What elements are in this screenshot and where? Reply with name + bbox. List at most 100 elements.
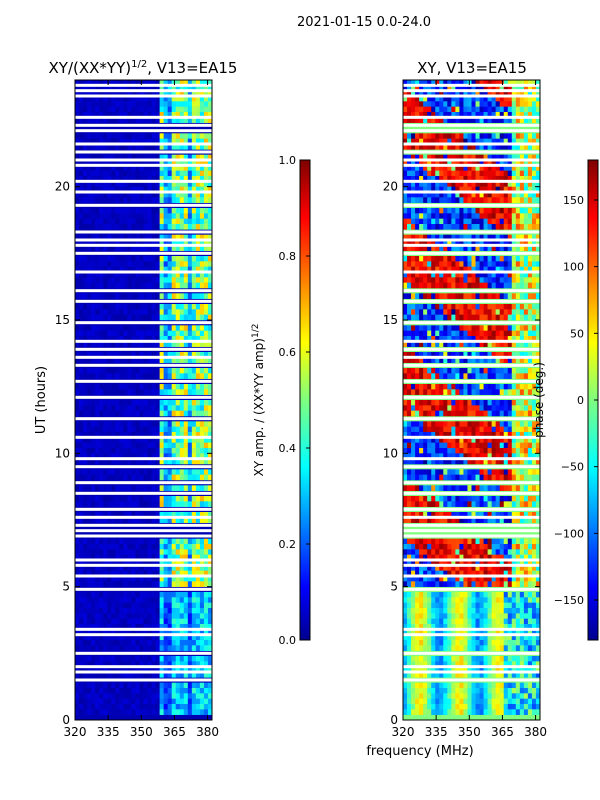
amplitude-cell <box>203 352 209 358</box>
phase-cell <box>483 90 488 97</box>
phase-cell <box>403 224 408 230</box>
amplitude-cell <box>139 602 144 609</box>
phase-cell <box>455 181 460 187</box>
phase-cell <box>479 405 484 411</box>
amplitude-cell <box>83 266 88 273</box>
amplitude-cell <box>191 709 197 715</box>
phase-cell <box>467 186 472 193</box>
amplitude-cell <box>179 501 185 507</box>
phase-cell <box>467 112 472 118</box>
data-gap-stripe <box>75 395 212 399</box>
phase-cell <box>423 282 428 289</box>
phase-cell <box>443 106 448 113</box>
phase-cell <box>427 357 432 363</box>
amplitude-cell <box>95 368 100 374</box>
amplitude-cell <box>183 208 189 214</box>
amplitude-cell <box>155 538 160 545</box>
phase-cell <box>419 309 424 315</box>
phase-cell <box>443 154 448 161</box>
amplitude-cell <box>171 218 177 225</box>
amplitude-cell <box>167 293 173 299</box>
amplitude-cell <box>75 336 80 342</box>
phase-cell <box>531 405 537 411</box>
phase-cell <box>467 336 472 342</box>
amplitude-cell <box>127 400 132 406</box>
amplitude-cell <box>87 613 92 619</box>
amplitude-cell <box>179 384 185 390</box>
amplitude-cell <box>155 272 160 278</box>
amplitude-cell <box>175 485 181 491</box>
amplitude-cell <box>187 602 193 609</box>
phase-cell <box>535 266 541 273</box>
amplitude-cell <box>187 437 193 443</box>
amplitude-cell <box>179 405 185 411</box>
amplitude-cell <box>175 272 181 278</box>
amplitude-cell <box>187 133 193 139</box>
phase-cell <box>447 165 452 171</box>
amplitude-cell <box>111 554 116 561</box>
phase-cell <box>519 197 525 203</box>
phase-cell <box>431 192 436 198</box>
amplitude-cell <box>143 442 148 449</box>
amplitude-cell <box>131 448 136 454</box>
amplitude-cell <box>99 138 104 145</box>
amplitude-cell <box>191 682 197 689</box>
amplitude-cell <box>195 517 201 523</box>
amplitude-cell <box>119 90 124 97</box>
amplitude-cell <box>123 213 128 219</box>
amplitude-cell <box>199 442 205 449</box>
amplitude-cell <box>143 213 148 219</box>
amplitude-cell <box>207 597 213 603</box>
phase-cell <box>427 117 432 123</box>
phase-cell <box>455 400 460 406</box>
amplitude-cell <box>139 192 144 198</box>
phase-cell <box>411 186 416 193</box>
amplitude-cell <box>127 704 132 710</box>
amplitude-cell <box>79 688 84 694</box>
amplitude-cell <box>195 261 201 267</box>
amplitude-cell <box>167 666 173 673</box>
amplitude-cell <box>179 117 185 123</box>
amplitude-cell <box>115 560 120 566</box>
phase-cell <box>467 165 472 171</box>
phase-cell <box>415 224 420 230</box>
amplitude-cell <box>131 144 136 150</box>
amplitude-cell <box>179 474 185 481</box>
phase-cell <box>471 330 476 337</box>
phase-cell <box>491 90 496 97</box>
amplitude-cell <box>143 538 148 545</box>
amplitude-cell <box>203 538 209 545</box>
y-tick-label: 15 <box>55 313 70 327</box>
amplitude-cell <box>75 170 80 177</box>
amplitude-cell <box>79 453 84 459</box>
phase-cell <box>455 373 460 379</box>
amplitude-cell <box>123 389 128 395</box>
amplitude-cell <box>119 554 124 561</box>
phase-cell <box>467 224 472 230</box>
amplitude-cell <box>115 357 120 363</box>
amplitude-cell <box>167 261 173 267</box>
phase-cell <box>423 261 428 267</box>
amplitude-cell <box>115 645 120 651</box>
phase-cell <box>443 341 448 347</box>
amplitude-cell <box>199 613 205 619</box>
phase-cell <box>479 112 484 118</box>
amplitude-cell <box>119 192 124 198</box>
amplitude-cell <box>111 437 116 443</box>
data-gap-stripe <box>75 587 212 591</box>
amplitude-cell <box>199 426 205 433</box>
amplitude-cell <box>191 256 197 262</box>
amplitude-cell <box>195 704 201 710</box>
amplitude-cell <box>107 565 112 571</box>
amplitude-cell <box>103 261 108 267</box>
amplitude-cell <box>107 293 112 299</box>
amplitude-cell <box>167 682 173 689</box>
phase-cell <box>483 240 488 246</box>
phase-cell <box>507 405 513 411</box>
amplitude-cell <box>175 112 181 118</box>
amplitude-cell <box>179 112 185 118</box>
amplitude-cell <box>75 186 80 193</box>
phase-cell <box>483 336 488 342</box>
phase-cell <box>487 352 492 358</box>
amplitude-cell <box>79 618 84 625</box>
